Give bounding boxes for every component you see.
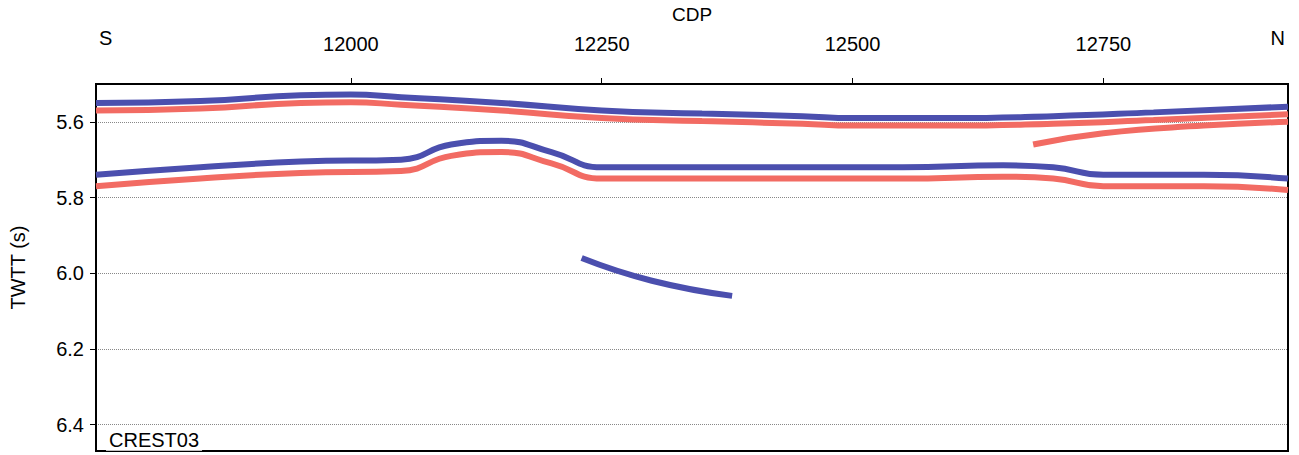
svg-text:CREST03: CREST03: [109, 429, 199, 451]
svg-text:6.2: 6.2: [56, 338, 84, 360]
svg-text:12000: 12000: [323, 33, 379, 55]
svg-text:CDP: CDP: [672, 4, 712, 25]
svg-text:5.8: 5.8: [56, 187, 84, 209]
svg-text:N: N: [1271, 27, 1285, 49]
svg-text:6.4: 6.4: [56, 414, 84, 436]
svg-text:TWTT (s): TWTT (s): [7, 225, 29, 309]
svg-text:S: S: [99, 27, 112, 49]
svg-text:12250: 12250: [574, 33, 630, 55]
svg-text:5.6: 5.6: [56, 111, 84, 133]
svg-text:12500: 12500: [825, 33, 881, 55]
svg-text:6.0: 6.0: [56, 262, 84, 284]
svg-text:12750: 12750: [1076, 33, 1132, 55]
